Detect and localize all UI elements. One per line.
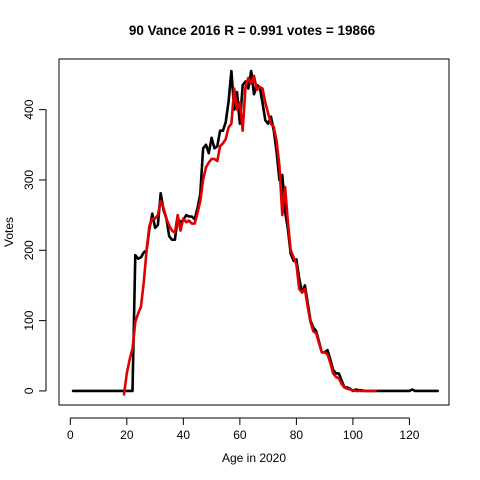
x-tick-label: 100	[343, 428, 363, 442]
y-tick-label: 400	[22, 99, 36, 119]
x-axis: 0 20 40 60 80 100 120	[67, 417, 420, 442]
x-axis-label: Age in 2020	[222, 451, 286, 465]
plot-frame	[58, 58, 450, 406]
y-axis-label: Votes	[2, 217, 16, 247]
x-tick-label: 40	[177, 428, 191, 442]
x-tick-label: 80	[290, 428, 304, 442]
x-tick-label: 60	[233, 428, 247, 442]
y-tick-label: 200	[22, 240, 36, 260]
series-line-2	[122, 74, 377, 396]
series-line-1	[71, 69, 440, 393]
x-tick-label: 20	[120, 428, 134, 442]
y-axis: 0 100 200 300 400	[22, 99, 47, 394]
series-layer	[71, 69, 440, 396]
x-tick-label: 120	[399, 428, 419, 442]
chart-title: 90 Vance 2016 R = 0.991 votes = 19866	[129, 23, 376, 38]
y-tick-label: 100	[22, 310, 36, 330]
y-tick-label: 300	[22, 170, 36, 190]
y-tick-label: 0	[22, 387, 36, 394]
x-tick-label: 0	[67, 428, 74, 442]
